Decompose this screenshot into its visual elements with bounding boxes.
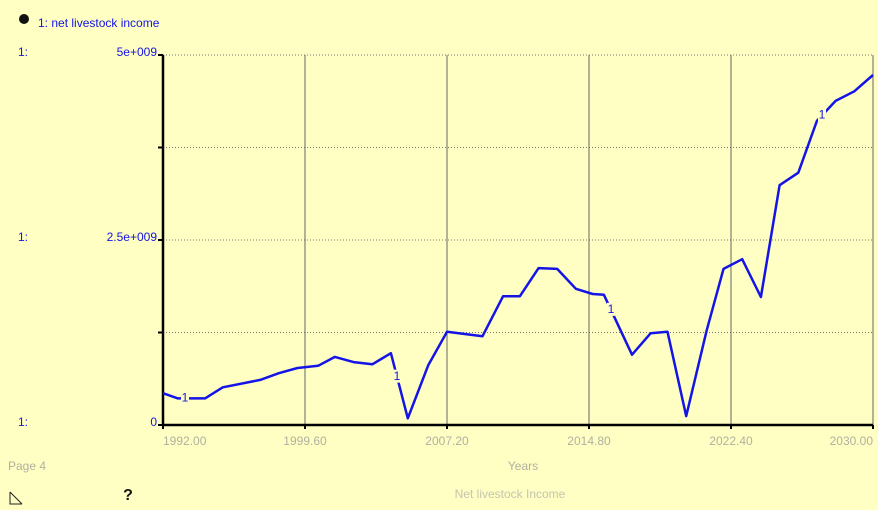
- series-marker: 1: [182, 391, 189, 405]
- series-marker: 1: [819, 108, 826, 122]
- series-marker-bg: [607, 302, 615, 316]
- series-marker: 1: [394, 369, 401, 383]
- page-label: Page 4: [8, 459, 46, 473]
- x-tick-label: 2022.40: [709, 434, 753, 448]
- series-marker: 1: [608, 302, 615, 316]
- y-tick-label: 2.5e+009: [107, 230, 158, 244]
- series-marker-bg: [818, 108, 826, 122]
- legend-icon: [19, 14, 29, 24]
- series-marker-bg: [393, 369, 401, 383]
- y-axis-prefix: 1:: [18, 45, 28, 59]
- x-tick-label: 1999.60: [283, 434, 327, 448]
- x-tick-label: 2030.00: [830, 434, 874, 448]
- y-tick-label: 0: [150, 415, 157, 429]
- y-tick-label: 5e+009: [117, 45, 158, 59]
- line-series: [162, 74, 874, 420]
- x-tick-label: 2007.20: [425, 434, 469, 448]
- legend-entry: 1: net livestock income: [38, 16, 160, 30]
- y-axis-prefix: 1:: [18, 415, 28, 429]
- help-icon[interactable]: ?: [123, 487, 133, 504]
- x-axis-label: Years: [508, 459, 538, 473]
- subtitle: Net livestock Income: [455, 487, 566, 501]
- x-tick-label: 1992.00: [163, 434, 207, 448]
- x-tick-label: 2014.80: [567, 434, 611, 448]
- y-axis-prefix: 1:: [18, 230, 28, 244]
- series-marker-bg: [181, 391, 189, 405]
- corner-icon[interactable]: [9, 491, 23, 505]
